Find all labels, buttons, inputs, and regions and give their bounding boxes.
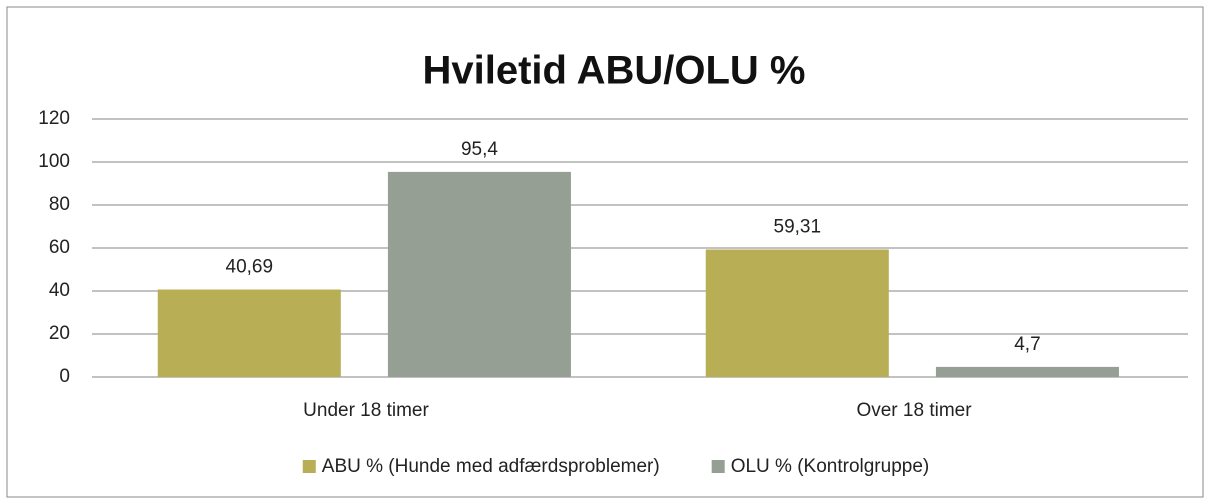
legend-label: OLU % (Kontrolgruppe): [731, 456, 930, 477]
x-tick-label: Under 18 timer: [303, 400, 429, 421]
bar: [705, 249, 889, 377]
y-tick-label: 20: [49, 323, 70, 344]
bar: [157, 289, 341, 377]
value-label: 59,31: [774, 216, 822, 237]
bar: [387, 171, 571, 377]
y-tick-label: 120: [38, 108, 70, 129]
y-tick-label: 100: [38, 151, 70, 172]
y-tick-label: 40: [49, 280, 70, 301]
legend-label: ABU % (Hunde med adfærdsproblemer): [322, 456, 660, 477]
chart-frame: [6, 6, 1204, 498]
x-tick-label: Over 18 timer: [856, 400, 972, 421]
y-tick-label: 60: [49, 237, 70, 258]
value-label: 95,4: [461, 139, 498, 160]
legend-swatch: [711, 460, 725, 473]
value-label: 40,69: [226, 257, 274, 278]
y-tick-label: 0: [59, 366, 70, 387]
bar: [935, 366, 1119, 377]
legend-swatch: [302, 460, 316, 473]
y-tick-label: 80: [49, 194, 70, 215]
chart-title: Hviletid ABU/OLU %: [423, 49, 806, 93]
value-label: 4,7: [1014, 334, 1040, 355]
